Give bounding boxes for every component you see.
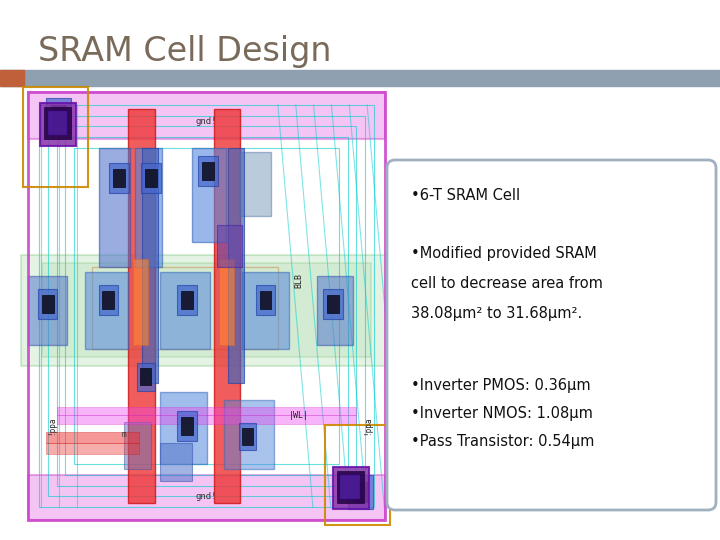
Text: •Inverter PMOS: 0.36μm: •Inverter PMOS: 0.36μm xyxy=(411,378,590,393)
Bar xyxy=(348,475,372,509)
Bar xyxy=(48,111,67,135)
Bar xyxy=(333,467,369,509)
Bar xyxy=(40,103,76,145)
Bar xyxy=(74,147,338,464)
Bar xyxy=(23,87,88,187)
Bar xyxy=(225,400,274,469)
Bar xyxy=(160,272,210,349)
Text: 38.08μm² to 31.68μm².: 38.08μm² to 31.68μm². xyxy=(411,306,582,321)
Bar xyxy=(217,225,242,267)
Bar xyxy=(44,107,71,139)
Bar xyxy=(325,425,390,525)
Bar xyxy=(21,255,392,366)
Bar xyxy=(125,422,151,469)
Bar xyxy=(256,285,275,315)
Text: •Pass Transistor: 0.54μm: •Pass Transistor: 0.54μm xyxy=(411,434,595,449)
Text: !ppa: !ppa xyxy=(47,416,55,435)
Bar xyxy=(242,272,289,349)
Bar xyxy=(28,276,67,345)
FancyBboxPatch shape xyxy=(387,160,716,510)
Bar xyxy=(202,162,214,180)
Bar xyxy=(199,156,218,186)
Bar xyxy=(66,137,348,475)
Bar xyxy=(238,423,256,450)
Bar xyxy=(143,147,158,383)
Text: gnd!: gnd! xyxy=(196,118,217,126)
Bar xyxy=(192,147,226,242)
Bar xyxy=(323,289,343,319)
Bar xyxy=(46,432,139,443)
Text: |WL|: |WL| xyxy=(289,410,310,420)
Bar xyxy=(113,168,125,187)
Bar xyxy=(57,415,356,424)
Text: •Inverter NMOS: 1.08μm: •Inverter NMOS: 1.08μm xyxy=(411,406,593,421)
Bar xyxy=(160,392,207,464)
Bar xyxy=(57,126,356,486)
Bar xyxy=(28,475,385,520)
Bar xyxy=(228,147,244,383)
Bar xyxy=(318,276,353,345)
Bar xyxy=(48,116,365,496)
Bar xyxy=(337,471,364,503)
Bar xyxy=(238,152,271,216)
Bar xyxy=(214,109,240,503)
Bar xyxy=(42,263,371,357)
Bar xyxy=(259,291,271,308)
Bar xyxy=(0,70,720,86)
Text: •Modified provided SRAM: •Modified provided SRAM xyxy=(411,246,597,261)
Bar xyxy=(42,295,53,313)
Bar xyxy=(51,105,66,126)
Bar xyxy=(99,285,118,315)
Bar xyxy=(0,70,24,86)
Bar xyxy=(99,147,130,267)
Bar xyxy=(28,92,385,139)
Bar xyxy=(46,443,139,454)
Bar xyxy=(92,267,278,349)
Bar xyxy=(145,168,157,187)
Text: BLB: BLB xyxy=(294,273,304,288)
Bar xyxy=(57,407,356,415)
Bar xyxy=(128,109,155,503)
Bar xyxy=(137,363,155,390)
Bar xyxy=(141,163,161,193)
Bar xyxy=(140,368,151,385)
Text: cell to decrease area from: cell to decrease area from xyxy=(411,276,603,291)
Text: SRAM Cell Design: SRAM Cell Design xyxy=(38,36,331,69)
Bar xyxy=(242,428,253,445)
Bar xyxy=(341,475,360,498)
Bar xyxy=(133,259,148,345)
Bar xyxy=(85,272,128,349)
Bar xyxy=(28,92,385,520)
Bar xyxy=(39,105,374,507)
Bar xyxy=(160,443,192,482)
Bar xyxy=(219,259,234,345)
Text: gnd!: gnd! xyxy=(196,492,217,501)
Bar xyxy=(181,417,193,435)
Bar xyxy=(177,411,197,441)
Text: !ppa: !ppa xyxy=(363,416,372,435)
Text: •6-T SRAM Cell: •6-T SRAM Cell xyxy=(411,188,520,203)
Bar xyxy=(38,289,58,319)
Bar xyxy=(46,98,71,133)
Bar xyxy=(353,482,367,502)
Text: m: m xyxy=(122,430,127,439)
Bar xyxy=(177,285,197,315)
Bar xyxy=(109,163,129,193)
Bar xyxy=(328,295,339,313)
Bar xyxy=(135,147,162,267)
Bar xyxy=(102,291,114,308)
Bar xyxy=(181,291,193,308)
